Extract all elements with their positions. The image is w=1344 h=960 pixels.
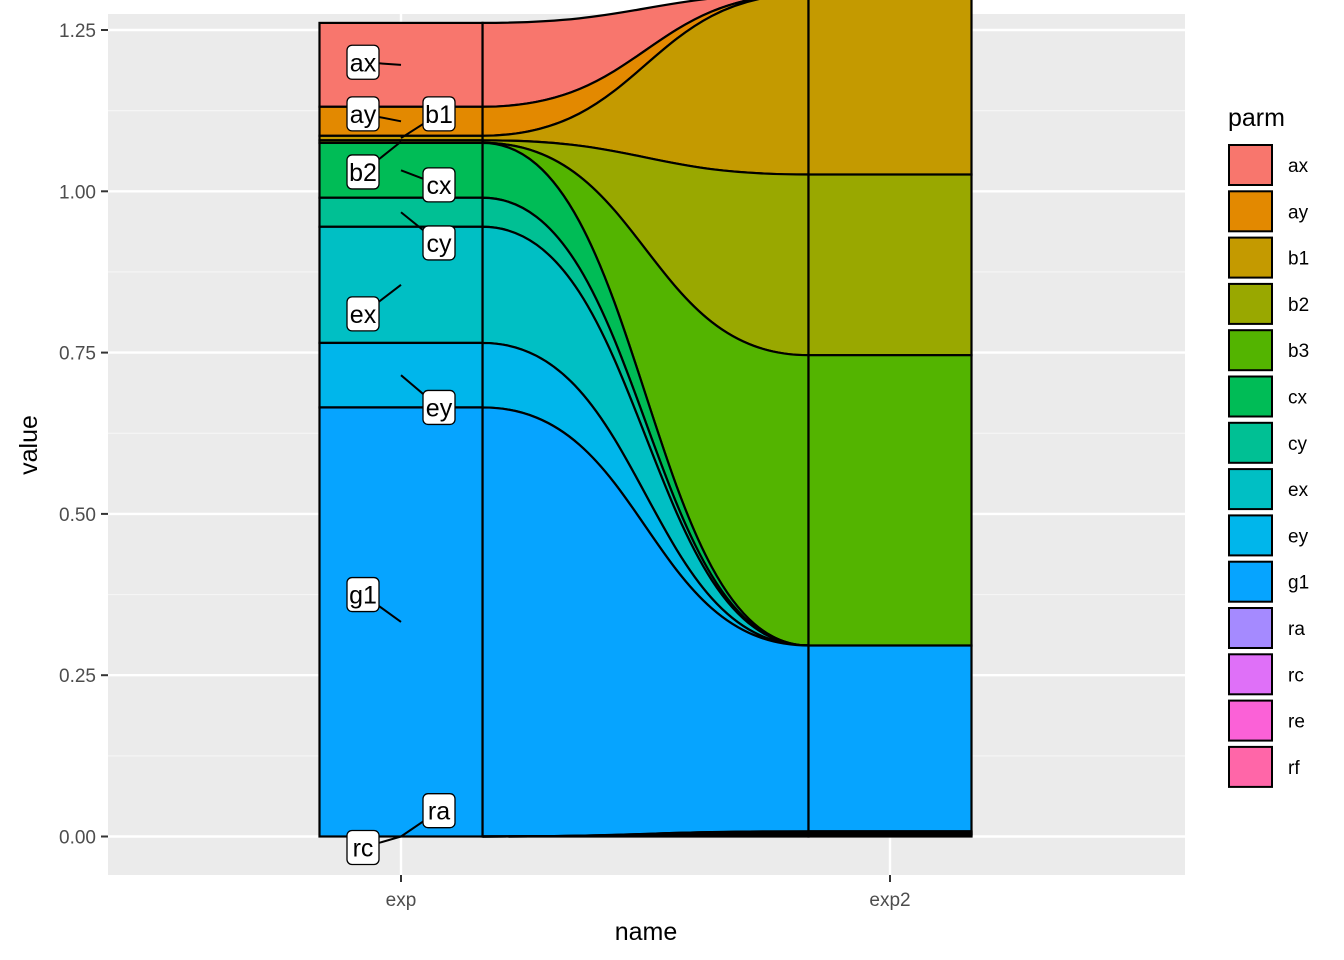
- legend-label-b1: b1: [1288, 249, 1309, 270]
- legend-key-b3: [1228, 329, 1273, 372]
- flows: [481, 0, 810, 838]
- legend-key-rc: [1228, 653, 1273, 696]
- label-box: [346, 576, 380, 613]
- legend-label-ay: ay: [1288, 202, 1309, 223]
- flow-label-ra: ra: [428, 798, 450, 826]
- legend-label-g1: g1: [1288, 573, 1309, 594]
- flow-label-b1: b1: [425, 101, 453, 129]
- flow-label-ay: ay: [350, 101, 377, 129]
- legend-key-cx: [1228, 375, 1273, 418]
- label-box: [422, 225, 456, 261]
- legend-label-rc: rc: [1288, 665, 1304, 686]
- x-axis-title: name: [615, 918, 678, 946]
- label-box: [422, 96, 456, 132]
- legend-label-ex: ex: [1288, 480, 1309, 501]
- flow-labels: ax b1 ay cx b2 cy ex ey g1 ra rc: [346, 44, 456, 866]
- flow-rf: [482, 834, 810, 838]
- y-tick-label: 1.00: [59, 182, 96, 203]
- legend-key-ey: [1228, 514, 1273, 557]
- legend: parm ax ay b1 b2 b3 cx cy ex ey g1 ra rc re rf: [1228, 104, 1309, 788]
- legend-key-b2: [1228, 282, 1273, 325]
- y-tick-label: 0.25: [59, 666, 96, 687]
- legend-label-rf: rf: [1288, 758, 1300, 779]
- legend-title: parm: [1228, 104, 1285, 132]
- flow-label-ey: ey: [426, 394, 453, 422]
- x-tick-label: exp2: [869, 890, 910, 911]
- legend-label-re: re: [1288, 712, 1305, 733]
- strata: [318, 0, 973, 838]
- legend-key-ay: [1228, 190, 1273, 233]
- y-tick-label: 0.00: [59, 828, 96, 849]
- y-tick-label: 1.25: [59, 21, 96, 42]
- y-tick-label: 0.50: [59, 505, 96, 526]
- legend-key-b1: [1228, 236, 1273, 279]
- legend-label-b3: b3: [1288, 341, 1309, 362]
- stratum-exp2-b3: [807, 354, 973, 647]
- legend-label-ra: ra: [1288, 619, 1305, 640]
- label-box: [422, 389, 456, 426]
- label-box: [346, 44, 380, 80]
- legend-key-re: [1228, 699, 1273, 742]
- legend-label-b2: b2: [1288, 295, 1309, 316]
- legend-label-ey: ey: [1288, 526, 1309, 547]
- stratum-exp2-b2: [807, 173, 973, 357]
- label-box: [346, 296, 380, 332]
- stratum-exp2-rf: [807, 834, 973, 838]
- label-box: [422, 167, 456, 203]
- label-box: [346, 96, 380, 132]
- legend-key-cy: [1228, 421, 1273, 464]
- legend-label-ax: ax: [1288, 156, 1309, 177]
- stratum-exp2-g1: [807, 644, 973, 833]
- legend-label-cy: cy: [1288, 434, 1308, 455]
- flow-label-ex: ex: [350, 301, 377, 329]
- flow-label-rc: rc: [353, 834, 374, 862]
- flow-label-b2: b2: [349, 159, 377, 187]
- stratum-exp2-b1: [807, 0, 973, 176]
- y-tick-label: 0.75: [59, 344, 96, 365]
- x-axis: exp exp2: [386, 875, 911, 911]
- legend-key-ra: [1228, 607, 1273, 649]
- label-box: [346, 829, 380, 866]
- flow-label-ax: ax: [350, 49, 377, 77]
- stratum-exp-ay: [318, 105, 484, 137]
- y-axis-title: value: [15, 415, 43, 475]
- flow-label-cx: cx: [427, 172, 453, 200]
- legend-label-cx: cx: [1288, 388, 1308, 409]
- legend-key-ex: [1228, 468, 1273, 511]
- label-box: [346, 154, 380, 190]
- legend-key-rf: [1228, 745, 1273, 788]
- label-box: [422, 793, 456, 829]
- legend-key-g1: [1228, 560, 1273, 603]
- x-tick-label: exp: [386, 890, 417, 911]
- y-axis: 0.00 0.25 0.50 0.75 1.00 1.25: [59, 21, 108, 849]
- legend-key-ax: [1228, 144, 1273, 186]
- flow-label-g1: g1: [349, 582, 377, 610]
- flow-label-cy: cy: [427, 230, 453, 258]
